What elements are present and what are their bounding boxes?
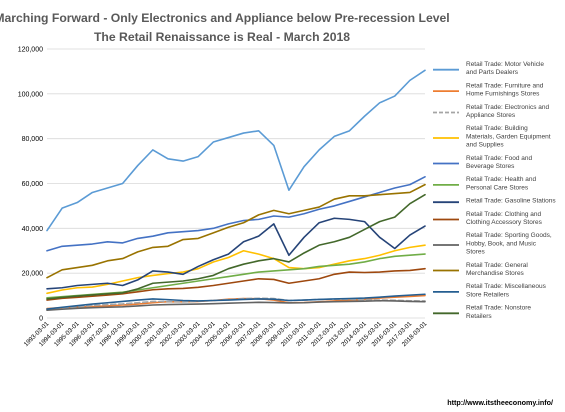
legend-label-line: Beverage Stores: [466, 163, 515, 170]
chart-subtitle: The Retail Renaissance is Real - March 2…: [94, 30, 350, 44]
legend-label-5: Retail Trade: Health and Personal Care St…: [466, 176, 536, 191]
legend-label-line: Hobby, Book, and Music: [466, 240, 537, 247]
legend-label-line: Personal Care Stores: [466, 184, 529, 191]
legend-label-line: Retail Trade: Miscellaneous: [466, 283, 547, 290]
legend-label-line: Retail Trade: Nonstore: [466, 305, 531, 312]
legend-label-line: Retail Trade: Electronics and: [466, 104, 549, 111]
legend-label-10: Retail Trade: Miscellaneous Store Retaile…: [466, 283, 547, 298]
series-line-9: [46, 183, 426, 279]
legend-label-line: and Supplies: [466, 142, 504, 149]
legend-label-line: Retail Trade: Building: [466, 125, 528, 132]
y-tick-label: 120,000: [18, 47, 43, 54]
series-line-6: [46, 217, 426, 290]
legend-label-1: Retail Trade: Furniture and Home Furnishi…: [466, 82, 544, 97]
gridlines: [47, 48, 425, 319]
y-axis-ticks: 0 20,000 40,000 60,000 80,000 100,000 120,000: [18, 47, 43, 323]
series-lines: [46, 69, 426, 311]
legend-label-line: Materials, Garden Equipment: [466, 133, 551, 140]
legend-label-line: Retail Trade: Health and: [466, 176, 536, 183]
legend: Retail Trade: Motor Vehicle and Parts Dea…: [433, 61, 556, 320]
y-tick-label: 80,000: [22, 136, 44, 143]
series-line-7: [46, 267, 426, 301]
series-line-0: [46, 69, 426, 232]
y-tick-label: 60,000: [22, 181, 44, 188]
y-tick-label: 0: [39, 316, 43, 323]
legend-label-7: Retail Trade: Clothing and Clothing Acces…: [466, 211, 543, 226]
legend-label-6: Retail Trade: Gasoline Stations: [466, 198, 556, 205]
y-tick-label: 40,000: [22, 226, 44, 233]
legend-label-8: Retail Trade: Sporting Goods, Hobby, Book…: [466, 232, 552, 255]
legend-label-2: Retail Trade: Electronics and Appliance S…: [466, 104, 549, 119]
source-url[interactable]: http://www.itstheeconomy.info/: [447, 398, 553, 407]
legend-label-line: Merchandise Stores: [466, 270, 525, 277]
legend-label-line: Retailers: [466, 313, 492, 320]
y-tick-label: 100,000: [18, 91, 43, 98]
chart-title: Marching Forward - Only Electronics and …: [0, 11, 450, 25]
legend-label-line: Retail Trade: Furniture and: [466, 82, 544, 89]
legend-label-line: Stores: [466, 249, 486, 256]
series-line-11: [46, 193, 426, 300]
legend-label-line: Retail Trade: Clothing and: [466, 211, 542, 218]
series-line-8: [46, 299, 426, 311]
y-tick-label: 20,000: [22, 271, 44, 278]
legend-label-0: Retail Trade: Motor Vehicle and Parts Dea…: [466, 61, 544, 76]
legend-label-9: Retail Trade: General Merchandise Stores: [466, 262, 528, 277]
legend-label-line: Retail Trade: Sporting Goods,: [466, 232, 552, 239]
legend-label-line: Home Furnishings Stores: [466, 91, 540, 98]
series-line-4: [46, 175, 426, 252]
legend-label-line: Retail Trade: Food and: [466, 155, 533, 162]
series-line-10: [46, 293, 426, 310]
legend-label-line: Retail Trade: General: [466, 262, 528, 269]
legend-label-4: Retail Trade: Food and Beverage Stores: [466, 155, 533, 170]
legend-label-line: Appliance Stores: [466, 112, 516, 119]
legend-label-11: Retail Trade: Nonstore Retailers: [466, 305, 531, 320]
legend-label-line: Clothing Accessory Stores: [466, 219, 543, 226]
legend-label-3: Retail Trade: Building Materials, Garden …: [466, 125, 551, 148]
legend-label-line: and Parts Dealers: [466, 69, 519, 76]
legend-label-line: Store Retailers: [466, 291, 510, 298]
legend-label-line: Retail Trade: Gasoline Stations: [466, 198, 556, 205]
legend-label-line: Retail Trade: Motor Vehicle: [466, 61, 544, 68]
